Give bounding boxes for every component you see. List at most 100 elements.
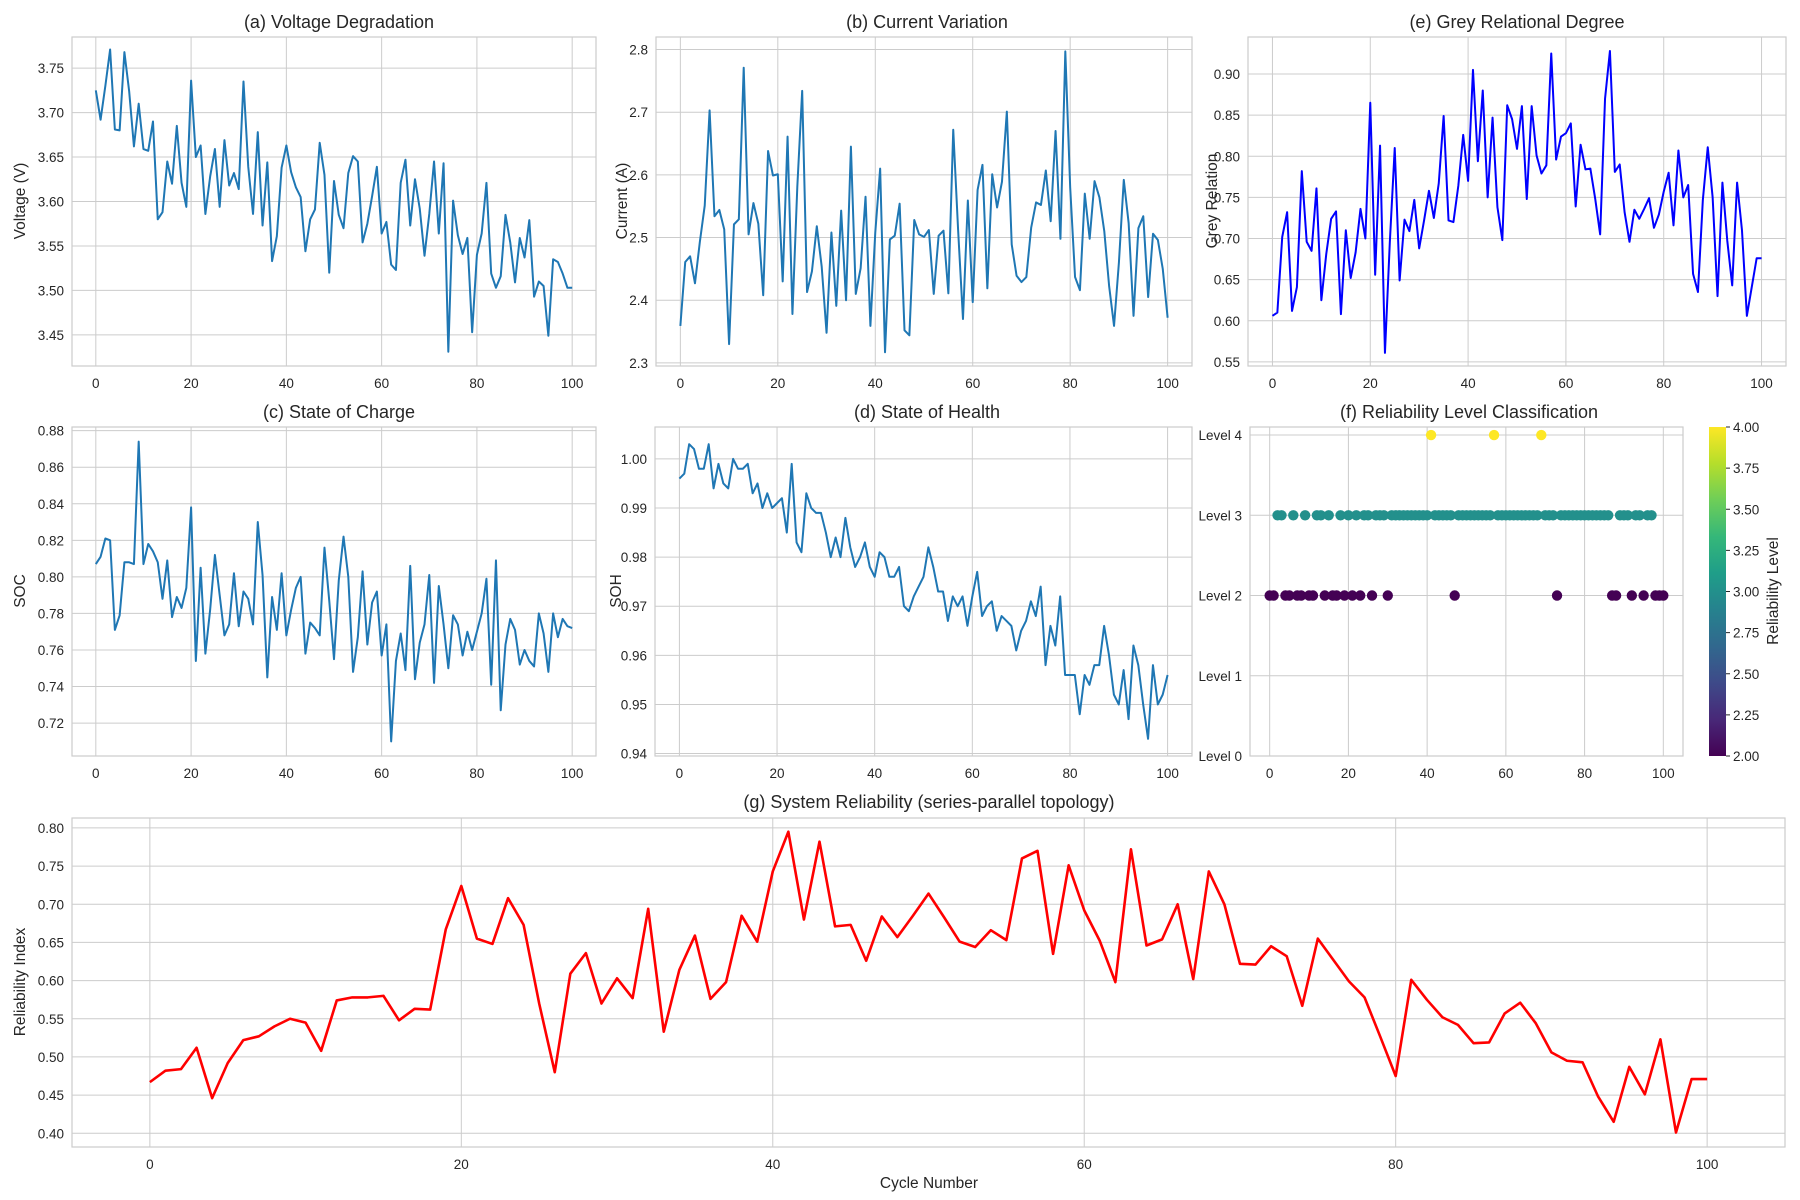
scatter-point	[1425, 429, 1437, 441]
y-tick-label: 2.3	[629, 356, 648, 371]
x-tick-label: 60	[1498, 766, 1513, 781]
colorbar-tick-label: 2.50	[1733, 667, 1759, 682]
y-tick-label: 0.50	[38, 1050, 64, 1065]
data-points	[680, 51, 1168, 353]
y-tick-label: 0.40	[38, 1126, 64, 1141]
scatter-point	[1484, 510, 1496, 521]
gridlines	[1248, 37, 1786, 366]
y-tick-label: 0.82	[38, 533, 64, 548]
scatter-point	[1343, 510, 1354, 521]
y-tick-label: 0.65	[38, 935, 64, 950]
x-tick-label: 60	[1558, 376, 1573, 391]
y-tick-label: 0.70	[38, 897, 64, 912]
y-tick-label: 0.70	[1214, 232, 1240, 247]
y-tick-label: 0.72	[38, 716, 64, 731]
x-tick-label: 40	[868, 376, 883, 391]
y-tick-label: 0.65	[1214, 273, 1240, 288]
panel-title: (e) Grey Relational Degree	[1409, 12, 1624, 32]
y-tick-label: Level 1	[1198, 669, 1242, 684]
scatter-point	[1551, 590, 1563, 601]
colorbar-tick-label: 3.25	[1733, 543, 1759, 558]
panel-title: (g) System Reliability (series-parallel …	[743, 792, 1114, 812]
panel-voltage-degradation: (a) Voltage Degradation Voltage (V) 0 20 4…	[12, 12, 597, 391]
scatter-point	[1532, 510, 1543, 521]
y-tick-label: 3.60	[38, 195, 64, 210]
y-axis-label: Reliability Index	[12, 927, 29, 1036]
scatter-point	[1307, 590, 1319, 601]
x-axis-label: Cycle Number	[880, 1175, 978, 1192]
x-tick-label: 0	[677, 376, 685, 391]
panel-state-of-charge: (c) State of Charge SOC 0 20 40 60 80 100 0.72…	[12, 402, 597, 781]
y-tick-label: Level 4	[1198, 428, 1242, 443]
scatter-point	[1284, 590, 1295, 601]
y-axis-label: Current (A)	[614, 163, 631, 240]
y-tick-label: 2.4	[629, 293, 648, 308]
scatter-point	[1603, 510, 1614, 521]
x-tick-label: 20	[1363, 376, 1378, 391]
scatter-point	[1610, 590, 1622, 601]
data-points	[679, 444, 1168, 739]
scatter-point	[1421, 510, 1433, 521]
colorbar-tick-label: 3.00	[1733, 585, 1759, 600]
y-tick-label: 0.74	[38, 680, 65, 695]
scatter-point	[1268, 590, 1279, 601]
gridlines	[655, 427, 1192, 756]
y-tick-label: 0.75	[38, 859, 64, 874]
panel-title: (d) State of Health	[854, 402, 1000, 422]
x-tick-label: 0	[1269, 376, 1277, 391]
plot-frame	[655, 36, 1193, 367]
x-tick-label: 40	[279, 766, 294, 781]
scatter-points	[1264, 429, 1669, 601]
y-tick-label: 0.86	[38, 460, 64, 475]
y-tick-label: 0.97	[621, 599, 647, 614]
y-tick-label: 3.65	[38, 150, 64, 165]
panel-title: (a) Voltage Degradation	[244, 12, 434, 32]
y-tick-label: Level 0	[1198, 749, 1242, 764]
plot-frame	[71, 426, 597, 757]
gridlines	[72, 427, 596, 756]
y-tick-label: 0.80	[38, 821, 64, 836]
y-tick-label: Level 3	[1198, 508, 1242, 523]
scatter-point	[1488, 429, 1500, 441]
y-tick-label: 0.90	[1214, 67, 1240, 82]
y-tick-label: 0.84	[38, 497, 65, 512]
scatter-point	[1347, 590, 1358, 601]
x-tick-label: 60	[374, 766, 389, 781]
scatter-point	[1366, 590, 1378, 601]
plot-frame	[654, 426, 1193, 757]
y-tick-label: 3.70	[38, 106, 64, 121]
scatter-point	[1658, 590, 1669, 601]
y-tick-label: 0.55	[1214, 355, 1240, 370]
x-tick-label: 80	[469, 766, 484, 781]
x-tick-label: 60	[1077, 1157, 1092, 1172]
x-tick-label: 0	[676, 766, 684, 781]
panel-current-variation: (b) Current Variation Current (A) 0 20 40 6…	[614, 12, 1193, 391]
x-tick-label: 0	[92, 766, 100, 781]
scatter-point	[1626, 590, 1638, 601]
x-tick-label: 20	[184, 766, 199, 781]
x-tick-label: 0	[1266, 766, 1274, 781]
x-tick-label: 80	[1656, 376, 1671, 391]
scatter-point	[1339, 590, 1350, 601]
data-points	[95, 49, 573, 352]
y-tick-label: 1.00	[621, 452, 647, 467]
y-tick-label: 2.8	[629, 43, 648, 58]
scatter-point	[1536, 429, 1547, 441]
x-tick-label: 100	[1156, 766, 1179, 781]
colorbar	[1709, 427, 1726, 756]
x-tick-label: 40	[279, 376, 294, 391]
panel-system-reliability: (g) System Reliability (series-parallel …	[12, 792, 1786, 1192]
y-tick-label: 0.94	[621, 747, 648, 762]
y-axis-label: Voltage (V)	[12, 163, 29, 240]
scatter-point	[1445, 510, 1456, 521]
scatter-point	[1638, 590, 1649, 601]
scatter-point	[1634, 510, 1645, 521]
x-tick-label: 40	[1461, 376, 1476, 391]
x-tick-label: 80	[1577, 766, 1592, 781]
x-tick-label: 80	[1388, 1157, 1403, 1172]
y-tick-label: 0.60	[38, 974, 64, 989]
y-tick-label: 0.76	[38, 643, 64, 658]
panel-title: (b) Current Variation	[846, 12, 1008, 32]
